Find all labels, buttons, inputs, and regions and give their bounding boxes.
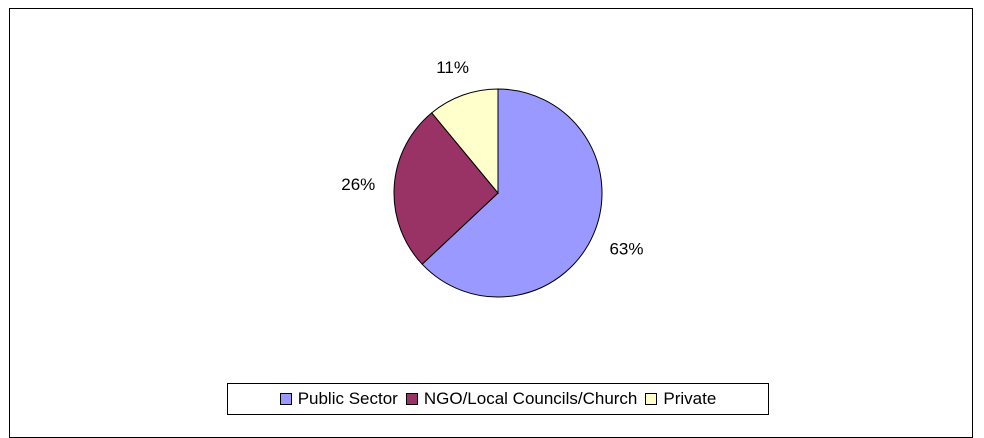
legend-label-ngo: NGO/Local Councils/Church (423, 389, 638, 408)
legend-swatch-public-sector (279, 393, 292, 405)
legend-item-private: Private (645, 389, 716, 409)
legend-swatch-ngo (405, 393, 418, 405)
slice-private (431, 88, 499, 195)
pct-label-ngo: 26% (341, 175, 375, 194)
legend-label-private: Private (663, 389, 717, 408)
legend-item-public-sector: Public Sector (279, 389, 398, 409)
pie-chart: 63% 26% 11% (341, 58, 644, 298)
pct-label-private: 11% (436, 58, 469, 77)
legend: Public Sector NGO/Local Councils/Church … (227, 383, 769, 415)
pct-label-public-sector: 63% (609, 240, 643, 259)
legend-label-public-sector: Public Sector (297, 389, 398, 408)
slice-public-sector (421, 88, 603, 298)
legend-swatch-private (645, 393, 658, 405)
slice-ngo (393, 112, 499, 265)
legend-item-ngo: NGO/Local Councils/Church (405, 389, 638, 409)
